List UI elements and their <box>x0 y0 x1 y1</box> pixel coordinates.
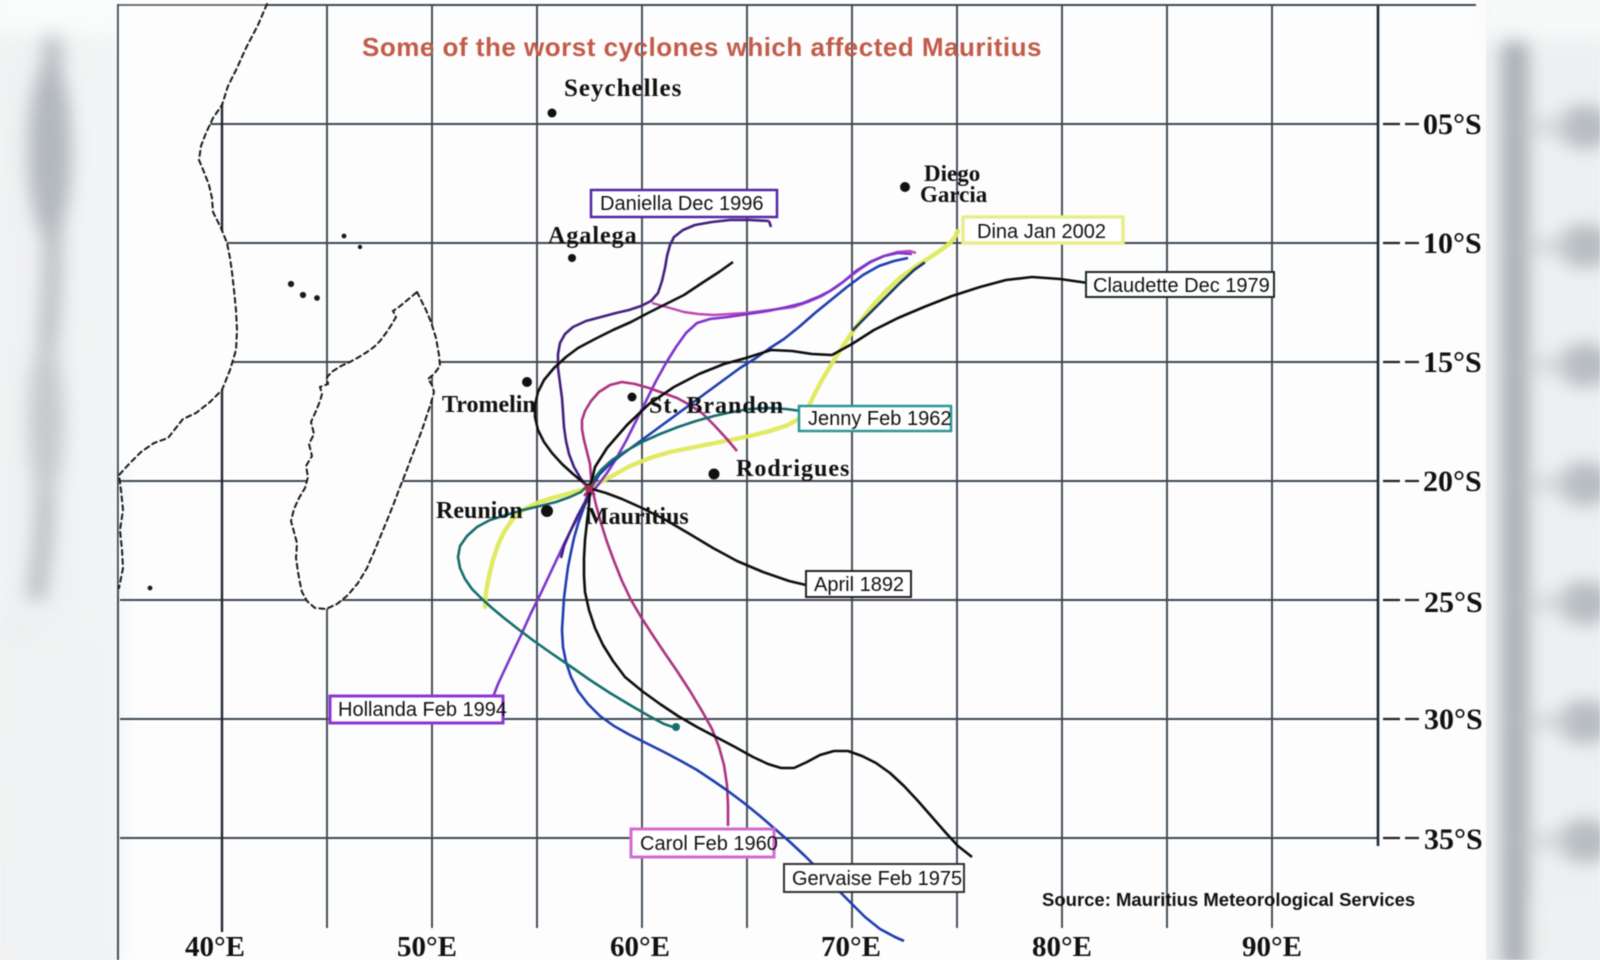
svg-text:30°S: 30°S <box>1424 703 1483 736</box>
svg-text:Daniella Dec 1996: Daniella Dec 1996 <box>600 193 763 215</box>
svg-text:Claudette Dec 1979: Claudette Dec 1979 <box>1093 275 1270 297</box>
svg-text:Reunion: Reunion <box>436 498 523 524</box>
svg-text:40°E: 40°E <box>185 931 245 960</box>
svg-text:Jenny Feb 1962: Jenny Feb 1962 <box>808 408 951 430</box>
svg-text:15°S: 15°S <box>1423 346 1482 379</box>
svg-text:35°S: 35°S <box>1424 823 1483 856</box>
svg-text:50°E: 50°E <box>397 931 457 960</box>
svg-text:St. Brandon: St. Brandon <box>649 393 784 419</box>
svg-text:Garcia: Garcia <box>920 182 988 207</box>
svg-text:70°E: 70°E <box>821 931 881 960</box>
svg-text:Agalega: Agalega <box>548 223 638 249</box>
svg-text:Some of the worst cyclones whi: Some of the worst cyclones which affecte… <box>362 32 1042 62</box>
svg-text:05°S: 05°S <box>1423 108 1482 141</box>
svg-text:Diego: Diego <box>924 161 980 186</box>
svg-text:Seychelles: Seychelles <box>564 75 682 102</box>
svg-text:90°E: 90°E <box>1242 931 1302 960</box>
svg-text:25°S: 25°S <box>1424 586 1483 619</box>
svg-text:10°S: 10°S <box>1423 227 1482 260</box>
svg-text:Hollanda Feb 1994: Hollanda Feb 1994 <box>338 699 507 721</box>
svg-text:Gervaise Feb 1975: Gervaise Feb 1975 <box>792 868 962 890</box>
svg-text:April 1892: April 1892 <box>814 574 904 596</box>
svg-text:Mauritius: Mauritius <box>586 504 689 530</box>
svg-text:80°E: 80°E <box>1032 931 1092 960</box>
svg-text:Tromelin: Tromelin <box>442 392 536 418</box>
svg-text:Dina Jan 2002: Dina Jan 2002 <box>977 221 1106 243</box>
svg-text:Source: Mauritius Meteorologic: Source: Mauritius Meteorological Service… <box>1042 889 1415 910</box>
svg-text:20°S: 20°S <box>1423 465 1482 498</box>
svg-text:Carol Feb 1960: Carol Feb 1960 <box>640 833 778 855</box>
svg-text:Rodrigues: Rodrigues <box>736 456 850 482</box>
svg-text:60°E: 60°E <box>610 931 670 960</box>
